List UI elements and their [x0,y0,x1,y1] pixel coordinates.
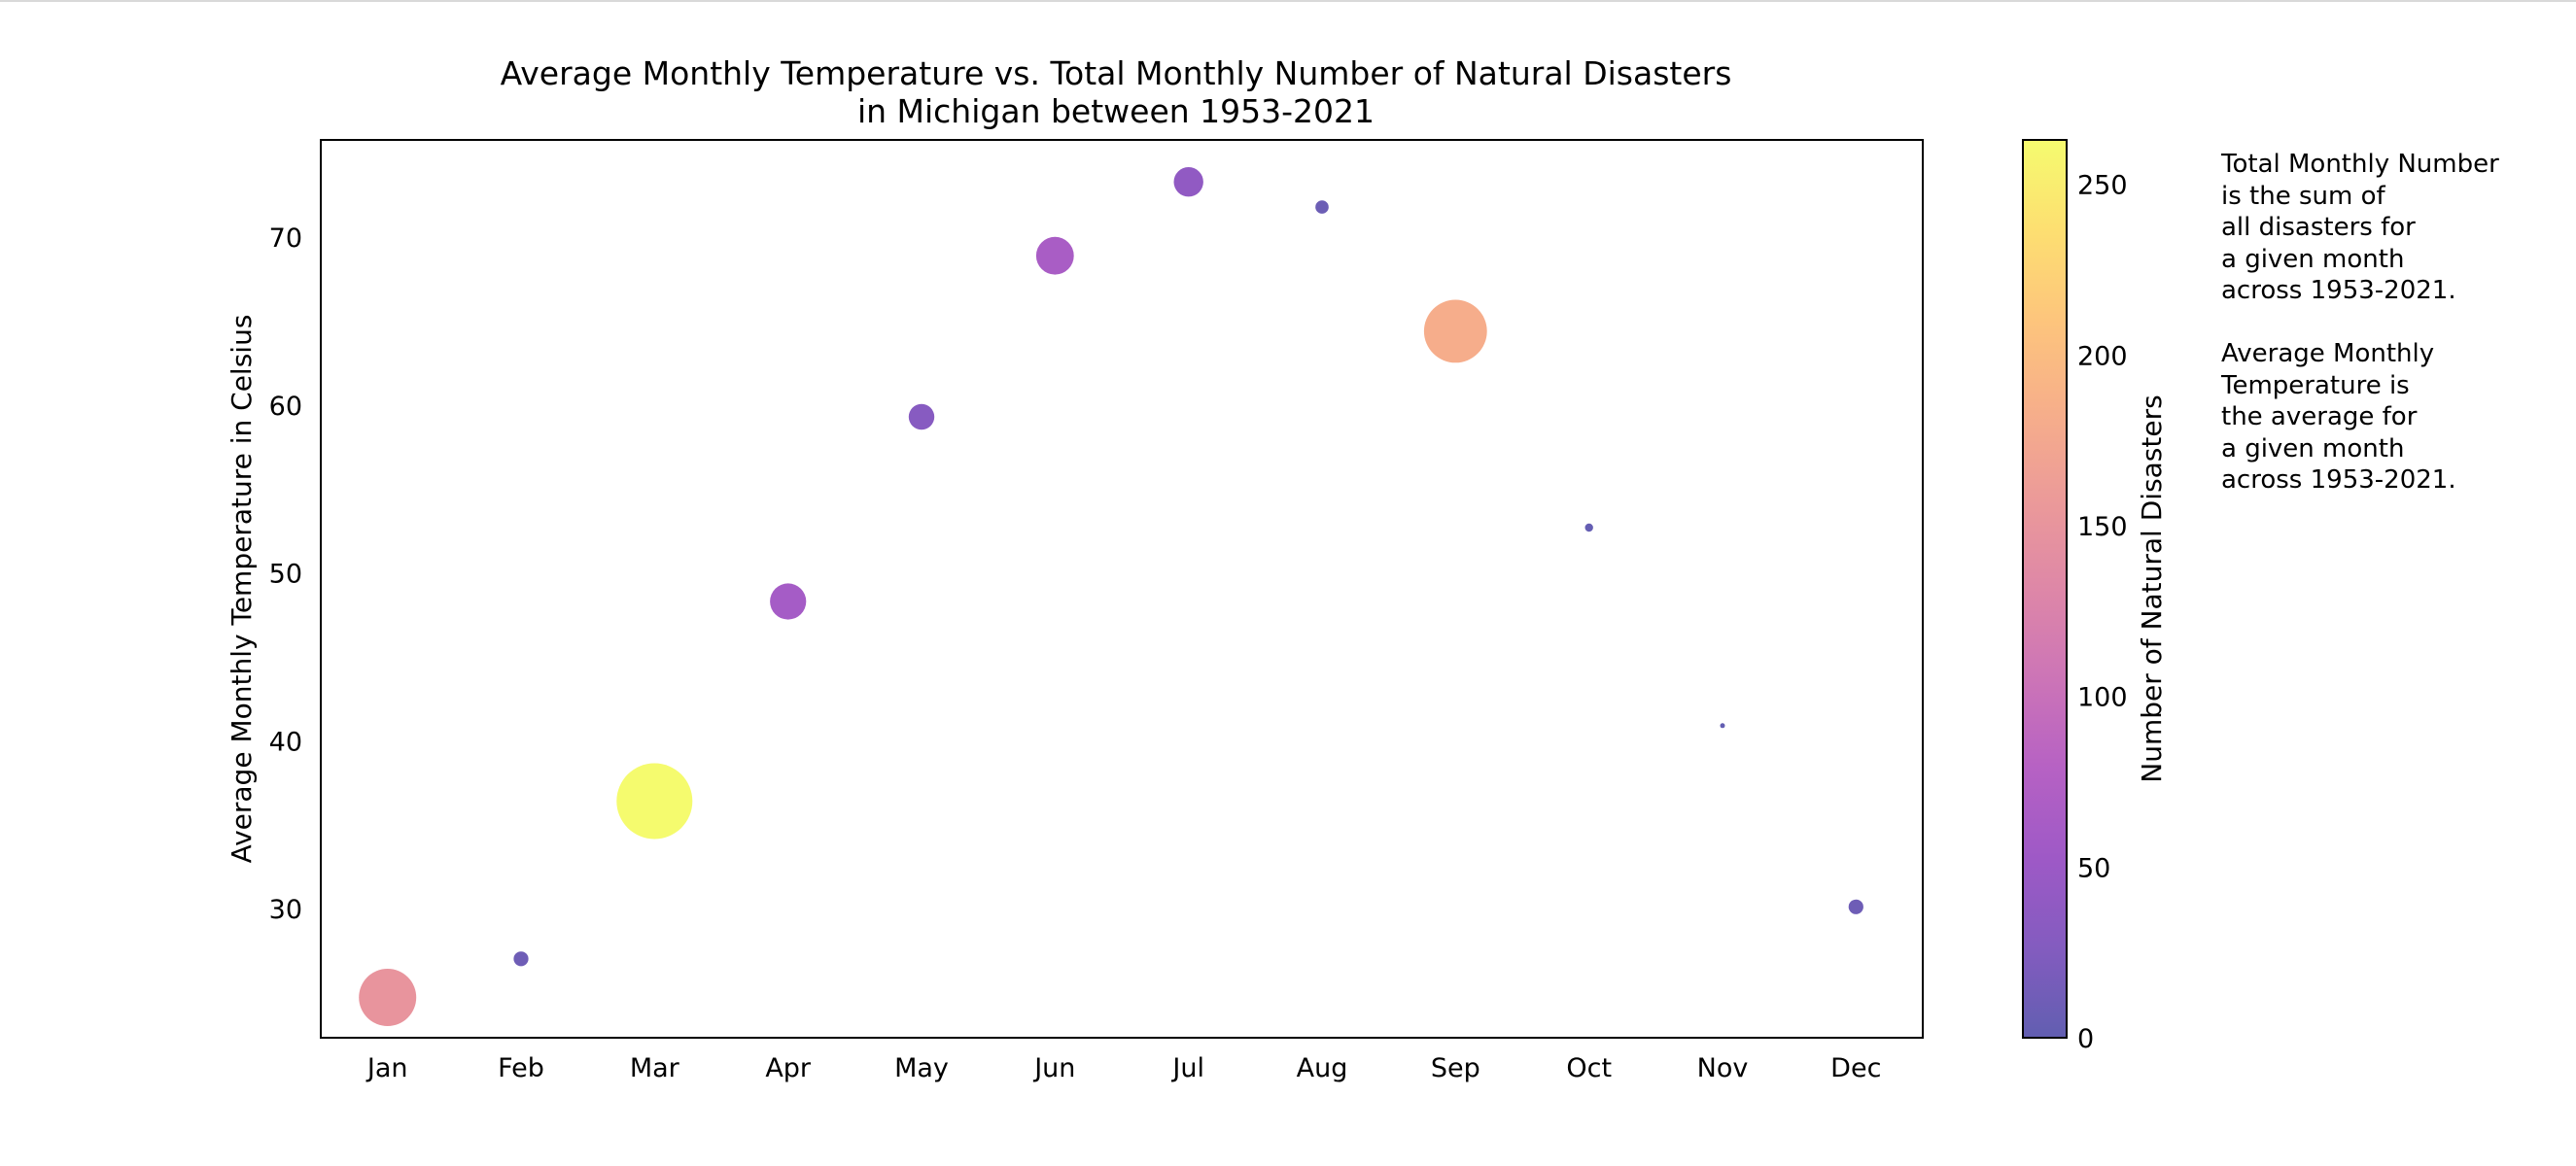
colorbar-tick-label: 0 [2077,1024,2094,1054]
x-tick-label: Jun [1032,1053,1075,1083]
note-line: across 1953-2021. [2221,465,2456,495]
colorbar-tick-label: 50 [2077,853,2110,883]
x-axis-ticks: Jan Feb Mar Apr May Jun Jul Aug Sep Oct Nov Dec [366,1053,1882,1083]
data-point-may [908,403,935,430]
colorbar [2023,140,2067,1038]
colorbar-tick-label: 200 [2077,341,2128,371]
note-total-monthly-number: Total Monthly Number is the sum of all d… [2221,149,2571,307]
note-average-monthly-temperature: Average Monthly Temperature is the avera… [2221,338,2571,497]
data-point-nov [1720,723,1725,729]
x-tick-label: Nov [1697,1053,1749,1083]
colorbar-frame [2022,139,2068,1039]
x-tick-label: Mar [630,1053,680,1083]
x-tick-label: Apr [765,1053,812,1083]
data-point-dec [1848,899,1863,914]
data-points [359,167,1863,1026]
data-point-jun [1035,236,1074,275]
note-line: Temperature is [2221,370,2410,400]
note-line: a given month [2221,244,2405,274]
note-line: across 1953-2021. [2221,276,2456,305]
data-point-aug [1315,200,1329,214]
x-tick-label: May [894,1053,949,1083]
x-tick-label: Dec [1830,1053,1881,1083]
data-point-apr [770,583,807,620]
data-point-oct [1584,523,1593,532]
x-tick-label: Sep [1431,1053,1480,1083]
note-line: is the sum of [2221,181,2385,211]
colorbar-ticks: 0 50 100 150 200 250 [2077,171,2128,1054]
y-tick-label: 50 [269,560,302,590]
y-tick-label: 30 [269,895,302,925]
note-line: the average for [2221,402,2418,431]
y-tick-label: 60 [269,392,302,422]
x-tick-label: Jan [366,1053,408,1083]
x-tick-label: Feb [498,1053,544,1083]
data-point-jul [1173,167,1203,197]
data-point-sep [1423,299,1487,363]
y-axis-ticks: 30 40 50 60 70 [269,223,302,925]
data-point-mar [616,763,693,840]
colorbar-tick-label: 250 [2077,171,2128,201]
colorbar-label: Number of Natural Disasters [2136,394,2168,782]
note-line: Average Monthly [2221,339,2435,368]
plot-frame [320,139,1924,1039]
x-tick-label: Aug [1297,1053,1348,1083]
x-tick-label: Jul [1170,1053,1204,1083]
colorbar-tick-label: 100 [2077,683,2128,713]
chart-title-line2: in Michigan between 1953-2021 [857,92,1375,130]
note-line: Total Monthly Number [2221,150,2499,179]
colorbar-tick-label: 150 [2077,512,2128,542]
x-tick-label: Oct [1566,1053,1612,1083]
data-point-feb [513,951,529,967]
top-border-line [0,0,2576,2]
y-tick-label: 70 [269,223,302,254]
note-line: all disasters for [2221,213,2416,242]
note-line: a given month [2221,433,2405,463]
data-point-jan [359,969,417,1026]
y-axis-label: Average Monthly Temperature in Celsius [226,315,258,864]
y-tick-label: 40 [269,727,302,757]
chart-title-line1: Average Monthly Temperature vs. Total Mo… [501,54,1732,92]
